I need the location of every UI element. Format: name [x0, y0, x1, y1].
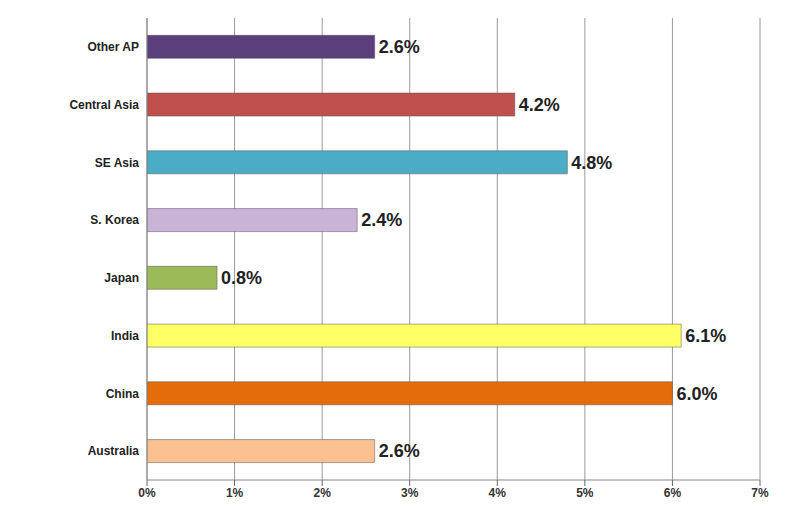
- svg-text:S. Korea: S. Korea: [90, 213, 139, 227]
- svg-text:2.6%: 2.6%: [379, 441, 420, 461]
- svg-text:Japan: Japan: [104, 271, 139, 285]
- svg-text:6%: 6%: [664, 486, 682, 500]
- svg-text:SE Asia: SE Asia: [95, 156, 140, 170]
- svg-text:4.2%: 4.2%: [519, 95, 560, 115]
- svg-text:4.8%: 4.8%: [571, 153, 612, 173]
- svg-text:2%: 2%: [313, 486, 331, 500]
- svg-text:2.6%: 2.6%: [379, 37, 420, 57]
- svg-text:Australia: Australia: [88, 444, 140, 458]
- svg-text:5%: 5%: [576, 486, 594, 500]
- svg-text:6.1%: 6.1%: [685, 326, 726, 346]
- svg-text:1%: 1%: [226, 486, 244, 500]
- svg-text:2.4%: 2.4%: [361, 210, 402, 230]
- svg-text:4%: 4%: [489, 486, 507, 500]
- svg-text:7%: 7%: [751, 486, 769, 500]
- svg-text:Other AP: Other AP: [87, 40, 139, 54]
- svg-text:China: China: [106, 387, 140, 401]
- svg-text:6.0%: 6.0%: [676, 384, 717, 404]
- svg-text:3%: 3%: [401, 486, 419, 500]
- svg-text:India: India: [111, 329, 139, 343]
- svg-text:0.8%: 0.8%: [221, 268, 262, 288]
- svg-text:Central Asia: Central Asia: [69, 98, 139, 112]
- svg-text:0%: 0%: [138, 486, 156, 500]
